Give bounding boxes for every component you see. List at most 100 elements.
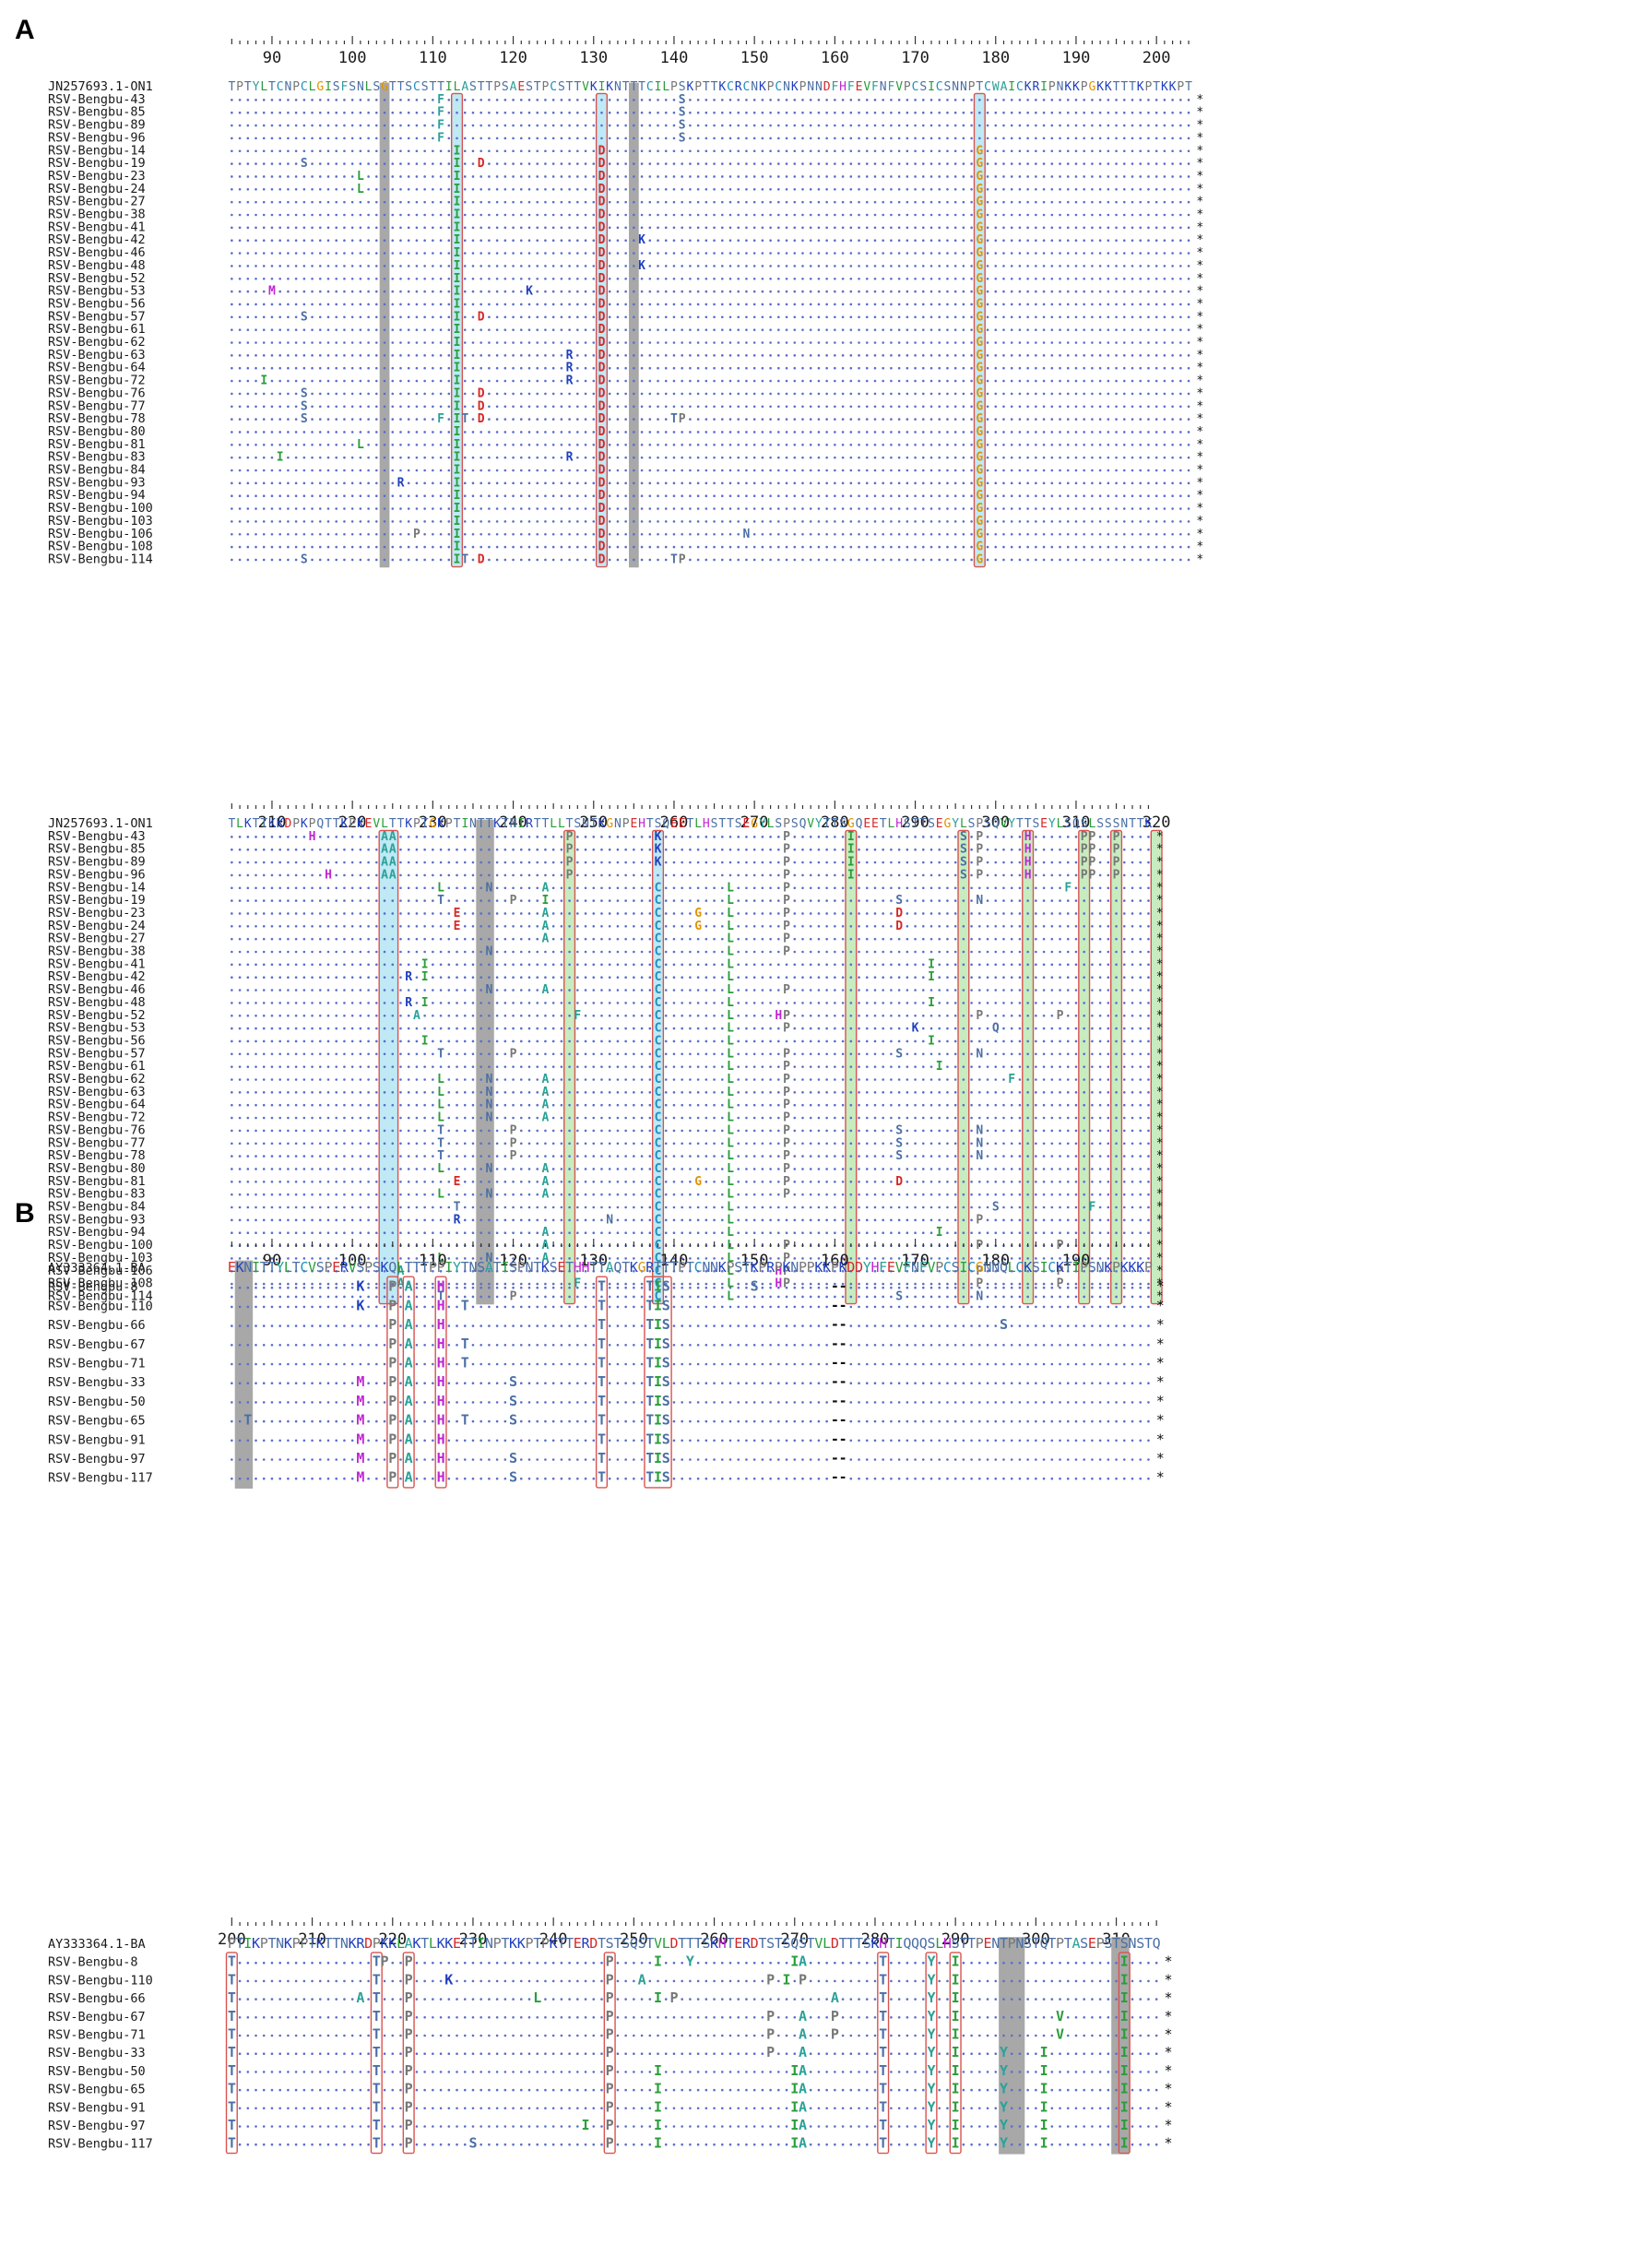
identical-residue-dot — [873, 341, 877, 344]
identical-residue-dot — [906, 303, 909, 306]
reference-residue: V — [807, 817, 814, 831]
identical-residue-dot — [1154, 431, 1158, 433]
identical-residue-dot — [633, 431, 635, 433]
identical-residue-dot — [471, 162, 475, 165]
identical-residue-dot — [294, 456, 298, 459]
identical-residue-dot — [326, 405, 330, 409]
identical-residue-dot — [536, 354, 539, 357]
identical-residue-dot — [1091, 341, 1094, 344]
reference-residue: N — [357, 80, 364, 94]
identical-residue-dot — [962, 162, 965, 165]
identical-residue-dot — [1002, 520, 1005, 523]
identical-residue-dot — [986, 507, 989, 510]
identical-residue-dot — [817, 379, 821, 383]
identical-residue-dot — [890, 545, 893, 549]
identical-residue-dot — [359, 315, 362, 319]
identical-residue-dot — [391, 239, 395, 243]
identical-residue-dot — [238, 303, 242, 306]
identical-residue-dot — [705, 366, 708, 370]
identical-residue-dot — [624, 341, 627, 344]
identical-residue-dot — [519, 520, 523, 523]
reference-residue: H — [895, 817, 903, 831]
identical-residue-dot — [849, 328, 853, 331]
identical-residue-dot — [1122, 200, 1126, 204]
identical-residue-dot — [841, 328, 845, 331]
identical-residue-dot — [584, 265, 587, 267]
identical-residue-dot — [456, 137, 458, 140]
identical-residue-dot — [608, 303, 611, 306]
identical-residue-dot — [423, 392, 426, 396]
variant-residue: G — [976, 196, 983, 209]
identical-residue-dot — [689, 507, 692, 510]
identical-residue-dot — [1131, 418, 1134, 421]
identical-residue-dot — [560, 431, 563, 433]
identical-residue-dot — [399, 99, 402, 101]
identical-residue-dot — [657, 354, 659, 357]
identical-residue-dot — [495, 303, 499, 306]
identical-residue-dot — [689, 315, 692, 319]
identical-residue-dot — [1066, 558, 1070, 562]
reference-residue: Y — [759, 817, 766, 831]
reference-residue: T — [646, 817, 654, 831]
identical-residue-dot — [994, 418, 998, 421]
identical-residue-dot — [633, 213, 635, 217]
identical-residue-dot — [294, 99, 298, 101]
identical-residue-dot — [705, 392, 708, 396]
identical-residue-dot — [897, 532, 901, 536]
reference-residue: K — [1161, 80, 1168, 94]
identical-residue-dot — [302, 111, 306, 114]
identical-residue-dot — [480, 366, 482, 370]
identical-residue-dot — [1018, 162, 1022, 165]
identical-residue-dot — [238, 532, 242, 536]
identical-residue-dot — [335, 405, 338, 409]
identical-residue-dot — [1091, 558, 1094, 562]
variant-residue: T — [461, 552, 468, 566]
identical-residue-dot — [689, 558, 692, 562]
identical-residue-dot — [873, 315, 877, 319]
identical-residue-dot — [825, 545, 828, 549]
identical-residue-dot — [495, 213, 499, 217]
identical-residue-dot — [624, 315, 627, 319]
identical-residue-dot — [809, 405, 812, 409]
identical-residue-dot — [873, 162, 877, 165]
identical-residue-dot — [737, 303, 740, 306]
identical-residue-dot — [302, 379, 306, 383]
identical-residue-dot — [664, 558, 668, 562]
identical-residue-dot — [616, 226, 620, 230]
identical-residue-dot — [962, 341, 965, 344]
identical-residue-dot — [938, 277, 941, 280]
identical-residue-dot — [471, 239, 475, 243]
identical-residue-dot — [318, 239, 322, 243]
identical-residue-dot — [367, 226, 370, 230]
identical-residue-dot — [1171, 379, 1174, 383]
identical-residue-dot — [544, 315, 547, 319]
identical-residue-dot — [359, 392, 362, 396]
identical-residue-dot — [423, 366, 426, 370]
identical-residue-dot — [841, 252, 845, 255]
sample-name: RSV-Bengbu-80 — [48, 424, 146, 439]
identical-residue-dot — [439, 162, 443, 165]
variant-residue: P — [679, 552, 686, 566]
identical-residue-dot — [512, 379, 515, 383]
identical-residue-dot — [592, 341, 596, 344]
identical-residue-dot — [962, 379, 965, 383]
identical-residue-dot — [865, 507, 869, 510]
variant-residue: D — [598, 438, 606, 452]
reference-residue: A — [510, 80, 517, 94]
identical-residue-dot — [231, 354, 233, 357]
identical-residue-dot — [681, 469, 683, 472]
identical-residue-dot — [1018, 188, 1022, 191]
reference-residue: L — [236, 817, 243, 831]
identical-residue-dot — [262, 290, 266, 293]
reference-residue: T — [718, 817, 726, 831]
identical-residue-dot — [608, 328, 611, 331]
identical-residue-dot — [536, 277, 539, 280]
identical-residue-dot — [311, 545, 314, 549]
identical-residue-dot — [752, 431, 756, 433]
identical-residue-dot — [568, 175, 571, 178]
identical-residue-dot — [745, 149, 748, 153]
identical-residue-dot — [294, 405, 298, 409]
identical-residue-dot — [1002, 444, 1005, 446]
identical-residue-dot — [946, 137, 949, 140]
identical-residue-dot — [350, 124, 354, 127]
